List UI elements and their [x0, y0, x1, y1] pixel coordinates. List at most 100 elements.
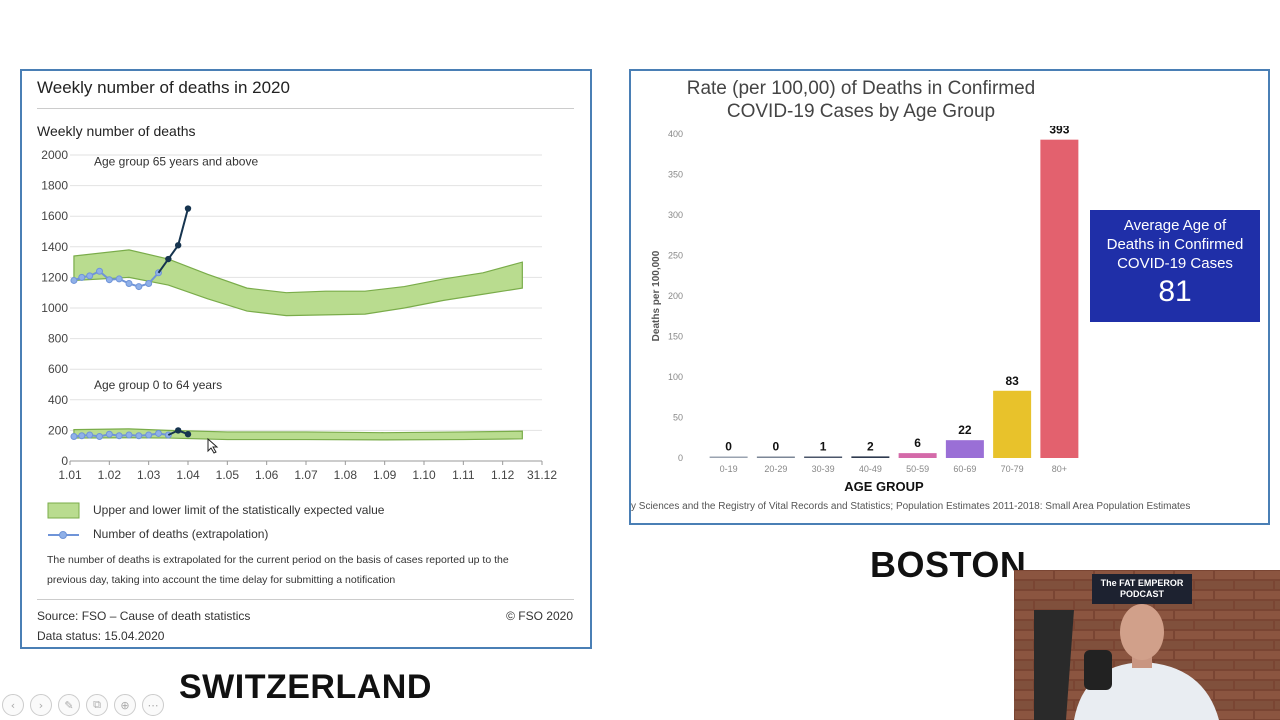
note-line-2: previous day, taking into account the ti… — [47, 574, 396, 586]
x-tick-label: 1.07 — [294, 468, 318, 482]
bar-value-label: 2 — [867, 439, 874, 453]
bar-30-39 — [804, 456, 843, 458]
y-tick-label: 200 — [668, 291, 683, 301]
podcast-logo: The FAT EMPEROR PODCAST — [1100, 578, 1184, 599]
copyright-text: © FSO 2020 — [506, 609, 573, 623]
observed-deaths-line — [73, 270, 160, 288]
webcam-scene — [1014, 570, 1280, 720]
y-tick-label: 0 — [678, 453, 683, 463]
recent-deaths-point — [184, 205, 192, 212]
observed-deaths-point — [145, 431, 153, 439]
observed-deaths-point — [135, 432, 143, 440]
x-tick-label: 1.04 — [176, 468, 200, 482]
recent-deaths-point — [174, 242, 182, 249]
bar-70-79 — [993, 390, 1032, 458]
x-tick-label: 1.09 — [373, 468, 397, 482]
y-tick-label: 1200 — [41, 270, 68, 284]
mouse-cursor-icon — [207, 437, 219, 454]
source-note: y Sciences and the Registry of Vital Rec… — [631, 501, 1191, 512]
footer-divider — [37, 599, 574, 600]
y-tick-label: 200 — [48, 423, 68, 437]
y-tick-label: 1000 — [41, 301, 68, 315]
bar-50-59 — [898, 453, 937, 458]
pen-icon[interactable]: ✎ — [58, 694, 80, 716]
observed-deaths-point — [105, 430, 113, 438]
data-status-text: Data status: 15.04.2020 — [37, 629, 165, 643]
y-tick-label: 50 — [673, 413, 683, 423]
x-tick-label: 1.03 — [137, 468, 161, 482]
observed-deaths-point — [115, 432, 123, 440]
x-axis-label: AGE GROUP — [844, 479, 924, 494]
x-tick-label: 60-69 — [953, 464, 976, 474]
legend-band-swatch — [47, 502, 80, 519]
y-axis-label: Deaths per 100,000 — [651, 250, 662, 341]
x-tick-label: 1.02 — [98, 468, 122, 482]
y-tick-label: 0 — [61, 454, 68, 468]
y-tick-label: 300 — [668, 210, 683, 220]
callout-line-2: Deaths in Confirmed — [1106, 236, 1244, 253]
x-tick-label: 70-79 — [1001, 464, 1024, 474]
x-tick-label: 1.01 — [58, 468, 82, 482]
y-tick-label: 600 — [48, 362, 68, 376]
x-tick-label: 1.06 — [255, 468, 279, 482]
prev-icon[interactable]: ‹ — [2, 694, 24, 716]
note-line-1: The number of deaths is extrapolated for… — [47, 554, 509, 566]
observed-deaths-point — [145, 280, 153, 288]
chart-subtitle: Weekly number of deaths — [37, 123, 196, 139]
slide-toolbar: ‹ › ✎ ⧉ ⊕ ⋯ — [2, 694, 164, 718]
expected-range-band — [73, 428, 523, 441]
chart-title-line-1: Rate (per 100,00) of Deaths in Confirmed — [686, 78, 1036, 99]
observed-deaths-point — [96, 267, 103, 275]
bar-value-label: 6 — [914, 436, 921, 450]
age-group-label: Age group 65 years and above — [94, 155, 258, 169]
bar-value-label: 393 — [1049, 126, 1069, 137]
x-tick-label: 1.08 — [334, 468, 358, 482]
observed-deaths-point — [78, 273, 86, 281]
callout-value: 81 — [1158, 275, 1192, 308]
y-tick-label: 2000 — [41, 149, 68, 162]
zoom-icon[interactable]: ⊕ — [114, 694, 136, 716]
y-tick-label: 150 — [668, 332, 683, 342]
observed-deaths-point — [115, 275, 123, 283]
boston-label: BOSTON — [870, 544, 1027, 585]
bar-value-label: 0 — [725, 440, 732, 454]
observed-deaths-point — [86, 272, 94, 280]
x-tick-label: 80+ — [1052, 464, 1067, 474]
observed-deaths-point — [70, 433, 78, 441]
observed-deaths-point — [86, 431, 94, 439]
observed-deaths-point — [135, 283, 143, 291]
observed-deaths-point — [78, 432, 86, 440]
bar-40-49 — [851, 456, 890, 458]
observed-deaths-point — [70, 276, 78, 284]
y-tick-label: 350 — [668, 170, 683, 180]
bar-20-29 — [756, 456, 795, 458]
bar-80+ — [1040, 139, 1079, 459]
boston-chart-panel: Rate (per 100,00) of Deaths in Confirmed… — [629, 69, 1270, 525]
observed-deaths-point — [105, 276, 113, 284]
observed-deaths-point — [96, 433, 103, 441]
presenter-webcam: The FAT EMPEROR PODCAST — [1014, 570, 1280, 720]
title-divider — [37, 108, 574, 109]
x-tick-label: 30-39 — [812, 464, 835, 474]
bar-value-label: 1 — [820, 440, 827, 454]
recent-deaths-point — [184, 431, 192, 438]
bar-value-label: 22 — [958, 423, 972, 437]
x-tick-label: 31.12 — [527, 468, 557, 482]
copy-icon[interactable]: ⧉ — [86, 694, 108, 716]
callout-line-3: COVID-19 Cases — [1117, 255, 1233, 272]
observed-deaths-point — [125, 280, 133, 288]
weekly-deaths-chart: 0 200 400 600 800 1000 1200 1400 1600 1800 2000 1.0… — [41, 149, 557, 482]
next-icon[interactable]: › — [30, 694, 52, 716]
x-tick-label: 1.12 — [491, 468, 515, 482]
x-tick-label: 1.11 — [452, 468, 475, 482]
y-tick-label: 1800 — [41, 179, 68, 193]
y-tick-label: 1400 — [41, 240, 68, 254]
recent-deaths-line — [157, 208, 189, 274]
switzerland-label: SWITZERLAND — [179, 668, 432, 706]
y-tick-label: 400 — [668, 129, 683, 139]
more-icon[interactable]: ⋯ — [142, 694, 164, 716]
bar-0-19 — [709, 456, 748, 458]
y-tick-label: 400 — [48, 393, 68, 407]
expected-range-band — [73, 249, 523, 317]
